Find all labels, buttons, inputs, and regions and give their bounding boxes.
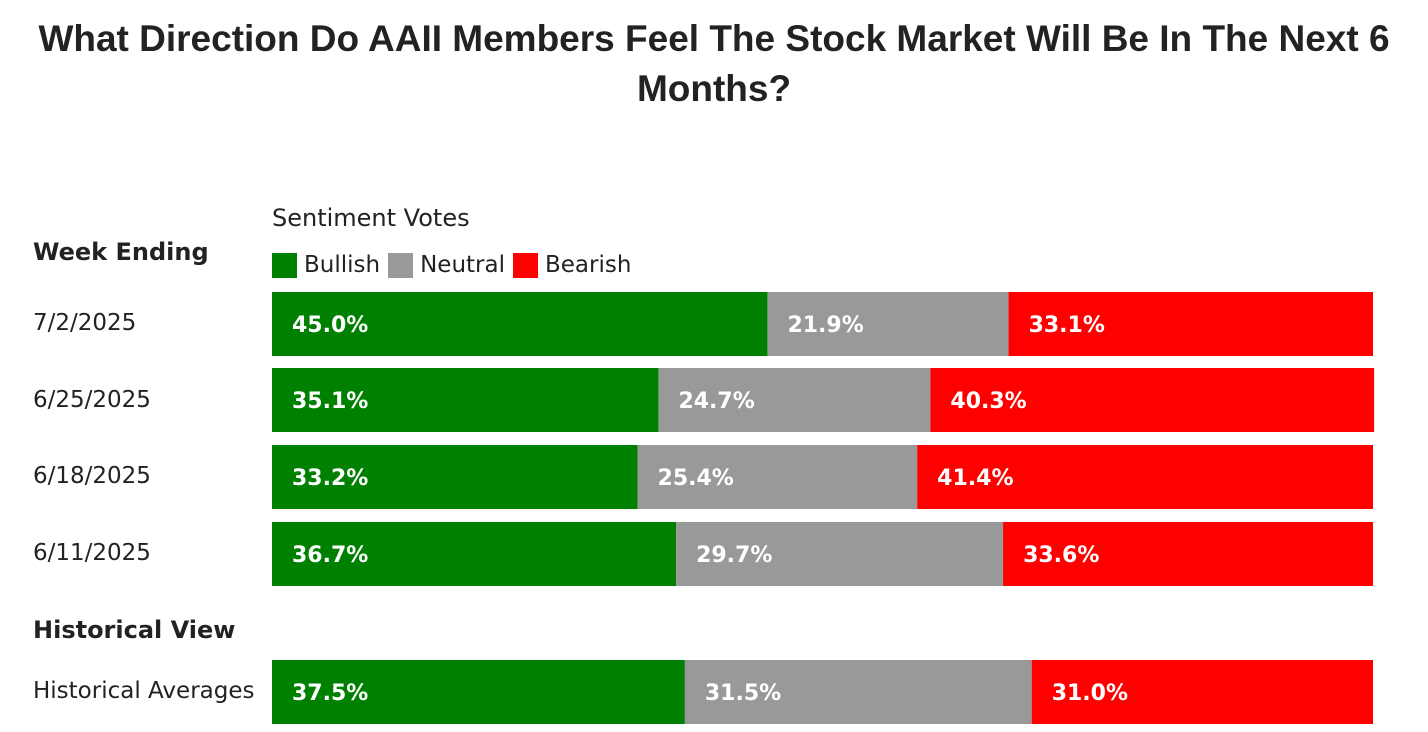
data-label-neutral: 21.9% (787, 313, 863, 338)
bar-segment-bullish (272, 368, 659, 432)
legend-label-neutral: Neutral (420, 252, 505, 278)
data-label-bearish: 40.3% (950, 389, 1026, 414)
legend-swatch-neutral (388, 252, 414, 278)
bar-segment-bearish (1003, 522, 1373, 586)
bar-segment-neutral (637, 445, 918, 509)
row-label: 6/25/2025 (33, 387, 151, 413)
bar-segment-neutral (684, 660, 1032, 724)
bar-segment-bearish (1031, 660, 1373, 724)
bar-segment-bullish (272, 292, 768, 356)
row-label: 7/2/2025 (33, 310, 137, 336)
data-label-neutral: 31.5% (705, 681, 781, 706)
bar-segment-bullish (272, 522, 677, 586)
legend-item-bullish: Bullish (272, 252, 380, 278)
data-label-bullish: 45.0% (292, 313, 368, 338)
data-label-neutral: 25.4% (658, 466, 734, 491)
legend-swatch-bullish (272, 252, 297, 278)
bar-segment-bearish (917, 445, 1373, 509)
bar-segment-neutral (676, 522, 1004, 586)
legend-title: Sentiment Votes (272, 204, 470, 232)
bar-segment-bullish (272, 660, 685, 724)
bar-segment-bearish (930, 368, 1375, 432)
bar-segment-bullish (272, 445, 638, 509)
data-label-neutral: 24.7% (678, 389, 754, 414)
bar-segment-bearish (1008, 292, 1373, 356)
data-label-bullish: 33.2% (292, 466, 368, 491)
legend-label-bullish: Bullish (304, 252, 381, 278)
legend-item-neutral: Neutral (388, 252, 505, 278)
bar-segment-neutral (767, 292, 1009, 356)
legend-item-bearish: Bearish (513, 252, 631, 278)
chart-title: What Direction Do AAII Members Feel The … (38, 18, 1390, 109)
data-label-bearish: 33.1% (1029, 313, 1105, 338)
section-label-week-ending: Week Ending (33, 238, 209, 266)
data-label-bullish: 36.7% (292, 543, 368, 568)
data-label-bearish: 31.0% (1052, 681, 1128, 706)
row-label: 6/18/2025 (33, 463, 151, 489)
legend: Bullish Neutral Bearish (272, 250, 639, 280)
legend-label-bearish: Bearish (545, 252, 632, 278)
data-label-neutral: 29.7% (696, 543, 772, 568)
data-label-bullish: 35.1% (292, 389, 368, 414)
row-label: 6/11/2025 (33, 540, 151, 566)
data-label-bullish: 37.5% (292, 681, 368, 706)
data-label-bearish: 33.6% (1023, 543, 1099, 568)
legend-swatch-bearish (513, 252, 538, 278)
section-label-historical-view: Historical View (33, 616, 236, 644)
data-label-bearish: 41.4% (937, 466, 1013, 491)
bar-segment-neutral (658, 368, 931, 432)
row-label: Historical Averages (33, 678, 255, 704)
